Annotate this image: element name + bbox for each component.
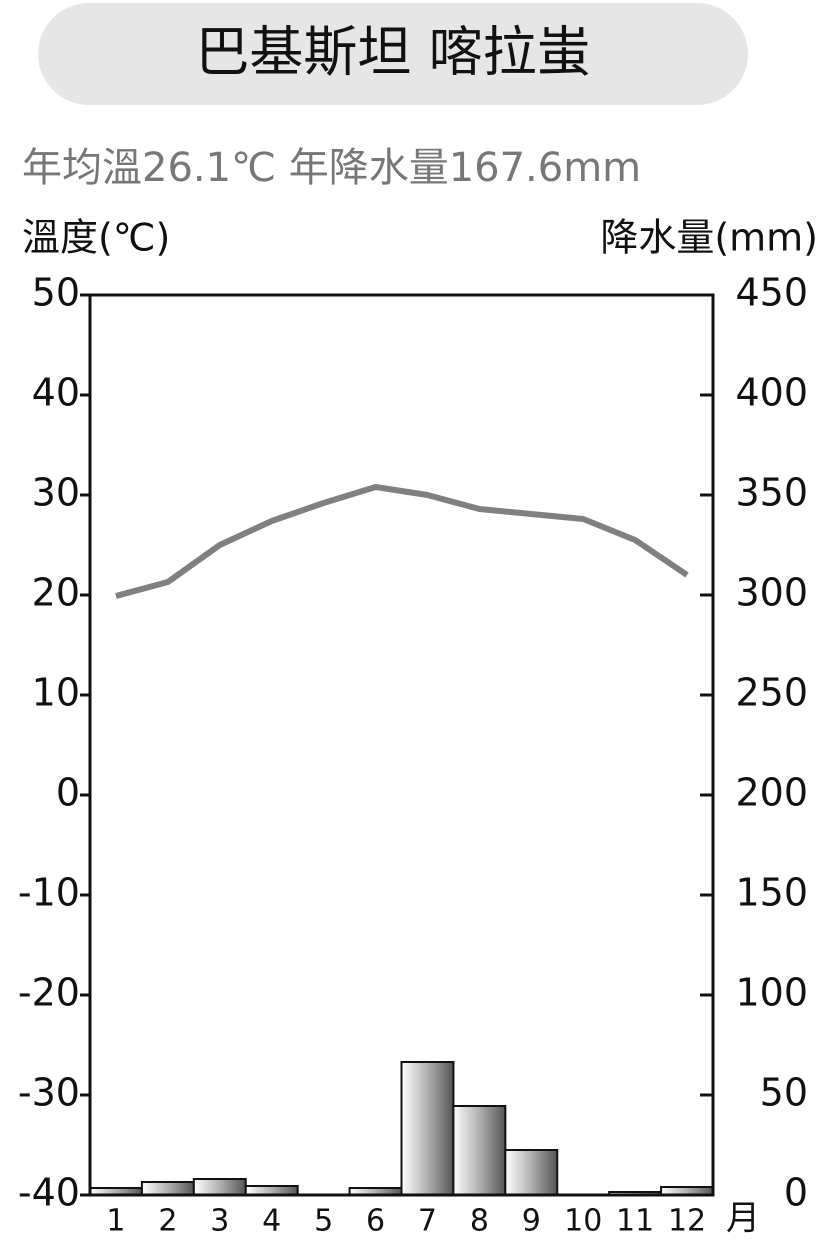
subtitle: 年均溫26.1℃ 年降水量167.6mm bbox=[22, 145, 641, 191]
precip-bar bbox=[192, 1178, 247, 1196]
y2-tick-label: 200 bbox=[735, 771, 808, 815]
y-tick-label: 50 bbox=[32, 271, 80, 315]
y2-tick-label: 0 bbox=[784, 1171, 808, 1215]
x-tick-label: 9 bbox=[522, 1204, 541, 1239]
y2-tick-label: 350 bbox=[735, 471, 808, 515]
precip-bar bbox=[400, 1061, 455, 1196]
x-tick-label: 8 bbox=[470, 1204, 489, 1239]
x-tick-label: 10 bbox=[564, 1204, 602, 1239]
precip-bar bbox=[140, 1181, 195, 1196]
x-tick-label: 12 bbox=[668, 1204, 706, 1239]
y-axis-label: 溫度(℃) bbox=[22, 216, 170, 260]
y-tick-label: -10 bbox=[18, 871, 80, 915]
title-background bbox=[38, 3, 748, 105]
temperature-line bbox=[115, 484, 689, 599]
y2-tick-label: 250 bbox=[735, 671, 808, 715]
y-tick-label: 30 bbox=[32, 471, 80, 515]
y-tick-label: -30 bbox=[18, 1071, 80, 1115]
y2-tick-label: 400 bbox=[735, 371, 808, 415]
chart-title: 巴基斯坦 喀拉蚩 bbox=[195, 21, 590, 84]
x-tick-label: 3 bbox=[210, 1204, 229, 1239]
y2-tick-label: 150 bbox=[735, 871, 808, 915]
plot-frame bbox=[88, 293, 715, 1197]
precip-bar bbox=[504, 1149, 559, 1196]
x-tick-label: 11 bbox=[616, 1204, 654, 1239]
x-tick-label: 2 bbox=[158, 1204, 177, 1239]
y-tick-label: 40 bbox=[32, 371, 80, 415]
y2-axis-label: 降水量(mm) bbox=[600, 216, 818, 260]
y2-tick-label: 50 bbox=[760, 1071, 808, 1115]
x-tick-label: 5 bbox=[314, 1204, 333, 1239]
y-tick-label: -20 bbox=[18, 971, 80, 1015]
x-tick-label: 1 bbox=[106, 1204, 125, 1239]
y2-tick-label: 300 bbox=[735, 571, 808, 615]
y2-tick-label: 100 bbox=[735, 971, 808, 1015]
y-tick-label: 20 bbox=[32, 571, 80, 615]
x-tick-label: 4 bbox=[262, 1204, 281, 1239]
y-tick-label: -40 bbox=[18, 1171, 80, 1215]
precip-bar bbox=[452, 1105, 507, 1196]
y-tick-label: 10 bbox=[32, 671, 80, 715]
y-tick-label: 0 bbox=[56, 771, 80, 815]
x-unit: 月 bbox=[726, 1199, 760, 1239]
x-tick-label: 7 bbox=[418, 1204, 437, 1239]
x-tick-label: 6 bbox=[366, 1204, 385, 1239]
y2-tick-label: 450 bbox=[735, 271, 808, 315]
